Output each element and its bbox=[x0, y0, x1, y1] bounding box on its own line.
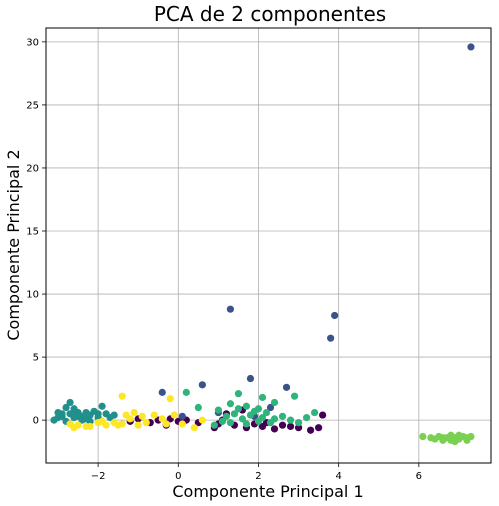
data-point bbox=[86, 422, 94, 431]
data-point bbox=[238, 415, 247, 423]
data-point bbox=[254, 405, 263, 413]
data-point bbox=[286, 422, 295, 431]
y-tick-label: 0 bbox=[33, 416, 39, 427]
data-point bbox=[98, 417, 106, 425]
data-point bbox=[62, 403, 70, 412]
x-tick-label: 4 bbox=[335, 471, 341, 482]
data-point bbox=[218, 417, 226, 425]
grid-lines bbox=[46, 28, 491, 463]
data-point bbox=[226, 400, 235, 408]
data-point bbox=[178, 420, 186, 428]
data-point bbox=[258, 393, 267, 402]
data-point bbox=[86, 417, 94, 425]
data-point bbox=[278, 412, 287, 420]
y-axis-label: Componente Principal 2 bbox=[4, 149, 23, 340]
data-point bbox=[214, 406, 222, 414]
data-point bbox=[126, 415, 134, 423]
data-point bbox=[166, 395, 174, 403]
data-point bbox=[158, 415, 166, 423]
data-point bbox=[54, 414, 62, 422]
x-tick-label: 2 bbox=[255, 471, 261, 482]
data-point bbox=[306, 426, 315, 434]
data-point bbox=[170, 411, 178, 419]
data-point bbox=[182, 388, 190, 396]
data-point bbox=[311, 408, 319, 417]
data-point bbox=[451, 437, 459, 446]
data-point bbox=[290, 392, 299, 400]
data-point bbox=[134, 421, 142, 429]
data-point bbox=[327, 334, 335, 342]
data-point bbox=[190, 424, 198, 432]
data-point bbox=[106, 414, 114, 422]
y-tick-label: 25 bbox=[26, 100, 39, 111]
data-point bbox=[331, 311, 339, 320]
y-tick-label: 5 bbox=[33, 353, 39, 364]
data-point bbox=[198, 416, 206, 424]
data-point bbox=[278, 421, 287, 429]
data-point bbox=[142, 419, 150, 427]
data-point bbox=[70, 408, 78, 417]
x-tick-label: −2 bbox=[91, 471, 106, 482]
data-point bbox=[270, 398, 279, 407]
data-points bbox=[50, 43, 475, 446]
data-point bbox=[282, 383, 291, 391]
x-axis-label: Componente Principal 1 bbox=[172, 482, 363, 501]
data-point bbox=[130, 408, 138, 417]
data-point bbox=[319, 411, 327, 419]
data-point bbox=[82, 408, 90, 417]
data-point bbox=[222, 412, 231, 420]
data-point bbox=[98, 402, 106, 410]
y-axis-ticks: 0 5 10 15 20 25 30 bbox=[26, 37, 46, 427]
data-point bbox=[230, 410, 239, 418]
data-point bbox=[194, 403, 202, 412]
data-point bbox=[178, 412, 186, 420]
data-point bbox=[158, 388, 166, 396]
data-point bbox=[246, 374, 255, 383]
data-point bbox=[419, 432, 427, 441]
data-point bbox=[226, 419, 235, 427]
data-point bbox=[315, 424, 323, 432]
x-tick-label: 0 bbox=[175, 471, 181, 482]
data-point bbox=[467, 432, 475, 441]
data-point bbox=[210, 421, 218, 429]
data-point bbox=[266, 403, 275, 412]
data-point bbox=[138, 412, 146, 420]
data-point bbox=[118, 420, 126, 428]
y-tick-label: 20 bbox=[26, 163, 39, 174]
data-point bbox=[66, 398, 74, 407]
data-point bbox=[234, 390, 243, 398]
x-axis-ticks: −2 0 2 4 6 bbox=[91, 463, 422, 482]
data-point bbox=[234, 405, 243, 413]
data-point bbox=[198, 381, 206, 389]
y-tick-label: 10 bbox=[26, 290, 39, 301]
x-tick-label: 6 bbox=[416, 471, 422, 482]
data-point bbox=[270, 425, 279, 433]
data-point bbox=[242, 420, 251, 428]
data-point bbox=[162, 420, 170, 428]
data-point bbox=[286, 416, 295, 424]
y-tick-label: 15 bbox=[26, 227, 39, 238]
data-point bbox=[94, 410, 102, 418]
data-point bbox=[302, 414, 311, 422]
data-point bbox=[294, 424, 303, 432]
data-point bbox=[467, 43, 475, 51]
chart-title: PCA de 2 componentes bbox=[154, 2, 386, 26]
data-point bbox=[150, 411, 158, 419]
data-point bbox=[226, 305, 235, 313]
y-tick-label: 30 bbox=[26, 37, 39, 48]
data-point bbox=[118, 392, 126, 400]
plot-frame bbox=[45, 27, 492, 464]
data-point bbox=[70, 424, 78, 432]
data-point bbox=[262, 408, 271, 417]
data-point bbox=[439, 434, 447, 442]
data-point bbox=[242, 402, 251, 410]
data-point bbox=[270, 415, 279, 423]
data-point bbox=[258, 414, 267, 422]
data-point bbox=[294, 419, 303, 427]
